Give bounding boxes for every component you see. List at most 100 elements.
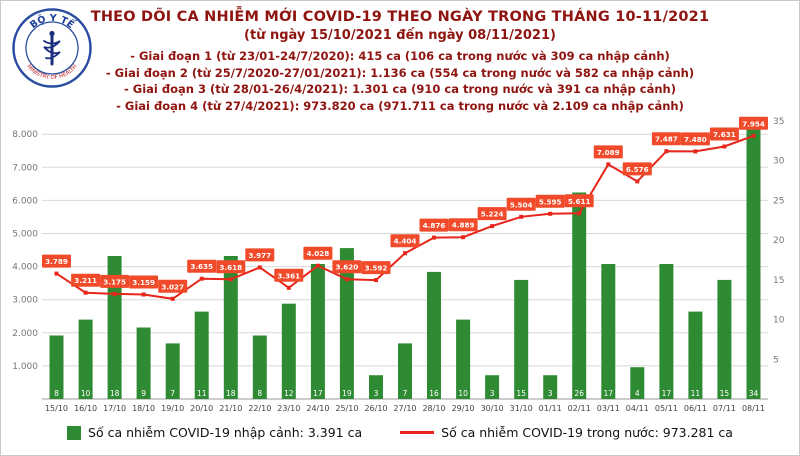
line-point-label: 3.361 — [277, 271, 300, 280]
left-axis-tick-label: 6.000 — [12, 196, 38, 206]
bar-value-label: 3 — [548, 389, 553, 398]
bar-imported-cases — [746, 128, 761, 399]
bar-value-label: 10 — [458, 389, 468, 398]
bar-imported-cases — [688, 311, 703, 399]
logo-top-text: BỘ Y TẾ — [28, 13, 77, 31]
x-axis-date-label: 27/10 — [393, 404, 416, 413]
stage-line-2: - Giai đoạn 2 (từ 25/7/2020-27/01/2021):… — [105, 65, 695, 80]
line-point-label-box — [622, 162, 652, 176]
line-point-marker — [403, 251, 407, 256]
line-point-marker — [83, 290, 88, 295]
line-point-label-box — [274, 268, 304, 282]
line-point-marker — [490, 224, 495, 229]
line-point-label-box — [100, 274, 130, 288]
bar-value-label: 4 — [635, 389, 640, 398]
bar-imported-cases — [398, 343, 412, 399]
line-point-label: 3.175 — [103, 277, 126, 286]
x-axis-date-label: 30/10 — [481, 404, 504, 413]
x-axis-date-label: 02/11 — [568, 404, 591, 413]
line-point-label: 4.876 — [423, 221, 446, 230]
line-point-marker — [432, 235, 436, 240]
left-axis-tick-label: 1.000 — [12, 362, 38, 372]
bar-imported-cases — [601, 264, 616, 399]
bar-value-label: 9 — [141, 389, 146, 398]
line-point-label: 3.618 — [219, 263, 242, 272]
bar-value-label: 17 — [604, 389, 614, 398]
x-axis-date-label: 18/10 — [132, 404, 155, 413]
line-point-marker — [141, 292, 146, 297]
stage-line-4: - Giai đoạn 4 (từ 27/4/2021): 973.820 ca… — [116, 98, 684, 113]
legend-item-domestic: Số ca nhiễm COVID-19 trong nước: 973.281… — [400, 425, 733, 440]
line-point-marker — [344, 277, 349, 282]
line-point-label-box — [506, 197, 536, 211]
x-axis-date-label: 31/10 — [510, 404, 533, 413]
line-point-label: 7.631 — [713, 130, 736, 139]
x-axis-date-label: 01/11 — [539, 404, 562, 413]
bar-value-label: 7 — [403, 389, 408, 398]
line-point-marker — [199, 276, 204, 281]
line-point-label-box — [709, 127, 739, 141]
caduceus-icon — [43, 30, 61, 66]
bar-value-label: 3 — [490, 389, 495, 398]
bar-value-label: 19 — [342, 389, 352, 398]
bar-value-label: 8 — [257, 389, 262, 398]
bar-value-label: 11 — [197, 389, 207, 398]
line-point-marker — [635, 179, 640, 184]
bar-imported-cases — [369, 375, 383, 399]
line-point-marker — [228, 277, 233, 282]
bar-imported-cases — [717, 279, 732, 399]
line-point-label: 5.595 — [539, 197, 562, 206]
bar-value-label: 11 — [691, 389, 701, 398]
line-point-label: 6.576 — [626, 165, 649, 174]
right-axis-tick-label: 35 — [773, 117, 784, 127]
bar-imported-cases — [427, 271, 441, 399]
left-axis-tick-label: 5.000 — [12, 230, 38, 240]
bar-imported-cases — [78, 319, 93, 399]
line-point-label-box — [477, 207, 507, 221]
x-axis-date-label: 20/10 — [190, 404, 213, 413]
page-subtitle: (từ ngày 15/10/2021 đến ngày 08/11/2021) — [244, 28, 556, 43]
chart-legend: Số ca nhiễm COVID-19 nhập cảnh: 3.391 ca… — [1, 425, 799, 440]
left-axis-tick-label: 4.000 — [12, 263, 38, 273]
bar-imported-cases — [107, 256, 122, 399]
line-point-marker — [751, 133, 756, 138]
left-axis-tick-label: 3.000 — [12, 296, 38, 306]
line-point-label: 4.889 — [452, 221, 475, 230]
right-axis-tick-label: 5 — [773, 355, 779, 365]
line-point-marker — [374, 278, 378, 283]
x-axis-date-label: 04/11 — [626, 404, 649, 413]
x-axis-date-label: 17/10 — [103, 404, 126, 413]
line-point-label: 7.954 — [742, 119, 765, 128]
line-point-label: 5.224 — [481, 210, 504, 219]
line-point-label: 4.028 — [307, 249, 330, 258]
covid-daily-chart: 1.000 2.000 3.000 4.000 5.000 6.000 7.000 8.000… — [1, 115, 799, 423]
line-point-label: 3.211 — [74, 276, 97, 285]
line-point-label-box — [680, 132, 710, 146]
x-axis-date-label: 16/10 — [74, 404, 97, 413]
line-point-label-box — [158, 279, 188, 293]
x-axis-date-label: 26/10 — [364, 404, 387, 413]
line-point-label: 3.592 — [365, 264, 388, 273]
bar-imported-cases — [456, 319, 471, 399]
bar-value-label: 7 — [170, 389, 175, 398]
bar-value-label: 17 — [662, 389, 672, 398]
line-point-marker — [577, 211, 582, 216]
bar-value-label: 16 — [429, 389, 439, 398]
line-point-label-box — [42, 254, 71, 268]
x-axis-date-label: 21/10 — [219, 404, 242, 413]
x-axis-date-label: 03/11 — [597, 404, 620, 413]
line-point-marker — [722, 144, 727, 149]
x-axis-date-label: 24/10 — [306, 404, 329, 413]
line-point-label-box — [129, 275, 159, 289]
line-point-label-box — [216, 260, 246, 274]
line-point-label: 5.504 — [510, 200, 533, 209]
bar-imported-cases — [514, 279, 529, 399]
bar-imported-cases — [49, 335, 64, 399]
line-point-label: 3.977 — [248, 251, 271, 260]
domestic-cases-line — [55, 134, 754, 300]
x-axis-date-label: 15/10 — [45, 404, 68, 413]
bar-imported-cases — [659, 264, 674, 399]
line-point-label: 4.404 — [394, 237, 417, 246]
legend-item-imported: Số ca nhiễm COVID-19 nhập cảnh: 3.391 ca — [67, 425, 362, 440]
bar-imported-cases — [485, 375, 500, 399]
